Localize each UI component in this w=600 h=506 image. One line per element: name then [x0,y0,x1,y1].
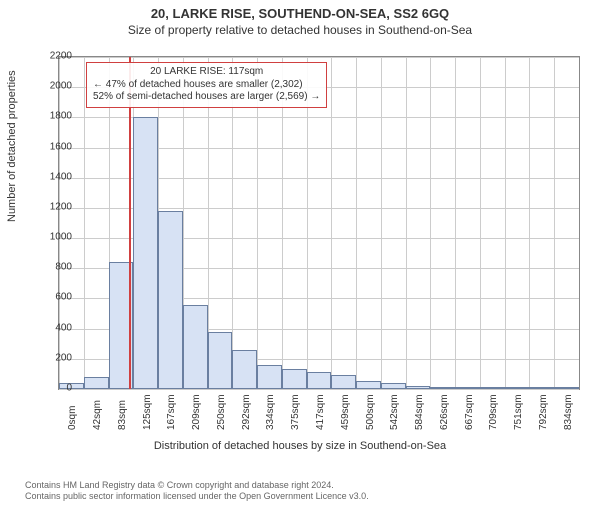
gridline-v [406,57,407,389]
histogram-bar [257,365,282,389]
histogram-bar [554,387,579,389]
x-axis-label: Distribution of detached houses by size … [0,440,600,452]
histogram-bar [480,387,505,389]
gridline-v [59,57,60,389]
annotation-line: ← 47% of detached houses are smaller (2,… [93,79,320,92]
page-subtitle: Size of property relative to detached ho… [0,23,600,37]
gridline-v [381,57,382,389]
annotation-line: 52% of semi-detached houses are larger (… [93,91,320,104]
gridline-v [480,57,481,389]
histogram-bar [505,387,530,389]
ytick-label: 0 [32,383,72,394]
ytick-label: 800 [32,262,72,273]
xtick-label: 751sqm [513,394,524,430]
histogram-bar [455,387,480,389]
gridline-v [554,57,555,389]
gridline-v [430,57,431,389]
ytick-label: 1800 [32,111,72,122]
y-axis-label: Number of detached properties [6,70,18,222]
histogram-bar [133,117,158,389]
xtick-label: 834sqm [563,394,574,430]
xtick-label: 167sqm [166,394,177,430]
xtick-label: 417sqm [315,394,326,430]
xtick-label: 542sqm [389,394,400,430]
histogram-bar [208,332,233,389]
footer-line1: Contains HM Land Registry data © Crown c… [25,480,369,491]
ytick-label: 1400 [32,171,72,182]
xtick-label: 125sqm [142,394,153,430]
xtick-label: 500sqm [365,394,376,430]
ytick-label: 200 [32,352,72,363]
histogram-bar [406,386,431,389]
xtick-label: 667sqm [464,394,475,430]
xtick-label: 42sqm [92,400,103,430]
xtick-label: 626sqm [439,394,450,430]
ytick-label: 1000 [32,232,72,243]
histogram-bar [158,211,183,389]
gridline-v [529,57,530,389]
gridline-h [59,389,579,390]
xtick-label: 375sqm [290,394,301,430]
gridline-h [59,57,579,58]
ytick-label: 400 [32,322,72,333]
histogram-bar [356,381,381,389]
marker-annotation: 20 LARKE RISE: 117sqm← 47% of detached h… [86,62,327,108]
footer-attribution: Contains HM Land Registry data © Crown c… [25,480,369,502]
xtick-label: 250sqm [216,394,227,430]
histogram-bar [381,383,406,389]
ytick-label: 600 [32,292,72,303]
gridline-v [505,57,506,389]
footer-line2: Contains public sector information licen… [25,491,369,502]
gridline-v [356,57,357,389]
xtick-label: 709sqm [488,394,499,430]
xtick-label: 209sqm [191,394,202,430]
histogram-bar [84,377,109,389]
xtick-label: 0sqm [67,406,78,430]
annotation-line: 20 LARKE RISE: 117sqm [93,66,320,79]
page-title: 20, LARKE RISE, SOUTHEND-ON-SEA, SS2 6GQ [0,6,600,21]
histogram-bar [331,375,356,389]
histogram-chart: 20 LARKE RISE: 117sqm← 47% of detached h… [58,56,578,388]
histogram-bar [183,305,208,390]
xtick-label: 83sqm [117,400,128,430]
histogram-bar [307,372,332,389]
xtick-label: 334sqm [265,394,276,430]
ytick-label: 2200 [32,51,72,62]
xtick-label: 292sqm [241,394,252,430]
gridline-v [331,57,332,389]
ytick-label: 1200 [32,201,72,212]
xtick-label: 792sqm [538,394,549,430]
histogram-bar [430,387,455,389]
ytick-label: 2000 [32,81,72,92]
histogram-bar [529,387,554,389]
xtick-label: 459sqm [340,394,351,430]
histogram-bar [282,369,307,389]
ytick-label: 1600 [32,141,72,152]
gridline-v [84,57,85,389]
gridline-v [455,57,456,389]
xtick-label: 584sqm [414,394,425,430]
histogram-bar [232,350,257,389]
